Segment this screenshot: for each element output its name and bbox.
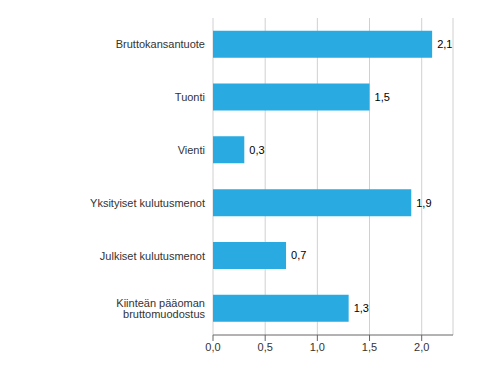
svg-text:1,0: 1,0: [310, 341, 325, 353]
svg-text:Tuonti: Tuonti: [175, 91, 205, 103]
svg-text:0,5: 0,5: [258, 341, 273, 353]
svg-text:1,9: 1,9: [416, 197, 431, 209]
svg-text:Bruttokansantuote: Bruttokansantuote: [116, 38, 205, 50]
svg-text:0,0: 0,0: [205, 341, 220, 353]
svg-text:2,1: 2,1: [437, 38, 452, 50]
svg-text:1,5: 1,5: [375, 91, 390, 103]
svg-text:1,5: 1,5: [362, 341, 377, 353]
svg-text:Kiinteän pääomanbruttomuodostu: Kiinteän pääomanbruttomuodostus: [116, 297, 205, 320]
svg-text:Yksityiset kulutusmenot: Yksityiset kulutusmenot: [90, 197, 205, 209]
svg-text:1,3: 1,3: [354, 302, 369, 314]
svg-text:Vienti: Vienti: [178, 144, 205, 156]
svg-text:0,7: 0,7: [291, 249, 306, 261]
svg-text:Julkiset kulutusmenot: Julkiset kulutusmenot: [100, 250, 205, 262]
svg-text:2,0: 2,0: [414, 341, 429, 353]
svg-text:0,3: 0,3: [249, 144, 264, 156]
